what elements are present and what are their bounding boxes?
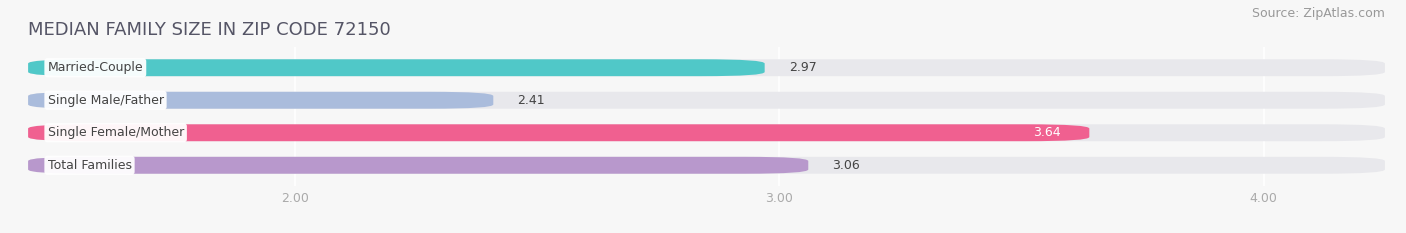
Text: MEDIAN FAMILY SIZE IN ZIP CODE 72150: MEDIAN FAMILY SIZE IN ZIP CODE 72150 xyxy=(28,21,391,39)
FancyBboxPatch shape xyxy=(28,59,1385,76)
Text: 2.97: 2.97 xyxy=(789,61,817,74)
Text: Total Families: Total Families xyxy=(48,159,132,172)
FancyBboxPatch shape xyxy=(28,92,1385,109)
FancyBboxPatch shape xyxy=(28,124,1385,141)
Text: Source: ZipAtlas.com: Source: ZipAtlas.com xyxy=(1251,7,1385,20)
Text: Married-Couple: Married-Couple xyxy=(48,61,143,74)
FancyBboxPatch shape xyxy=(28,59,765,76)
FancyBboxPatch shape xyxy=(28,157,808,174)
FancyBboxPatch shape xyxy=(28,157,1385,174)
FancyBboxPatch shape xyxy=(28,92,494,109)
Text: 2.41: 2.41 xyxy=(517,94,546,107)
FancyBboxPatch shape xyxy=(28,124,1090,141)
Text: 3.06: 3.06 xyxy=(832,159,860,172)
Text: Single Female/Mother: Single Female/Mother xyxy=(48,126,184,139)
Text: Single Male/Father: Single Male/Father xyxy=(48,94,163,107)
Text: 3.64: 3.64 xyxy=(1032,126,1060,139)
